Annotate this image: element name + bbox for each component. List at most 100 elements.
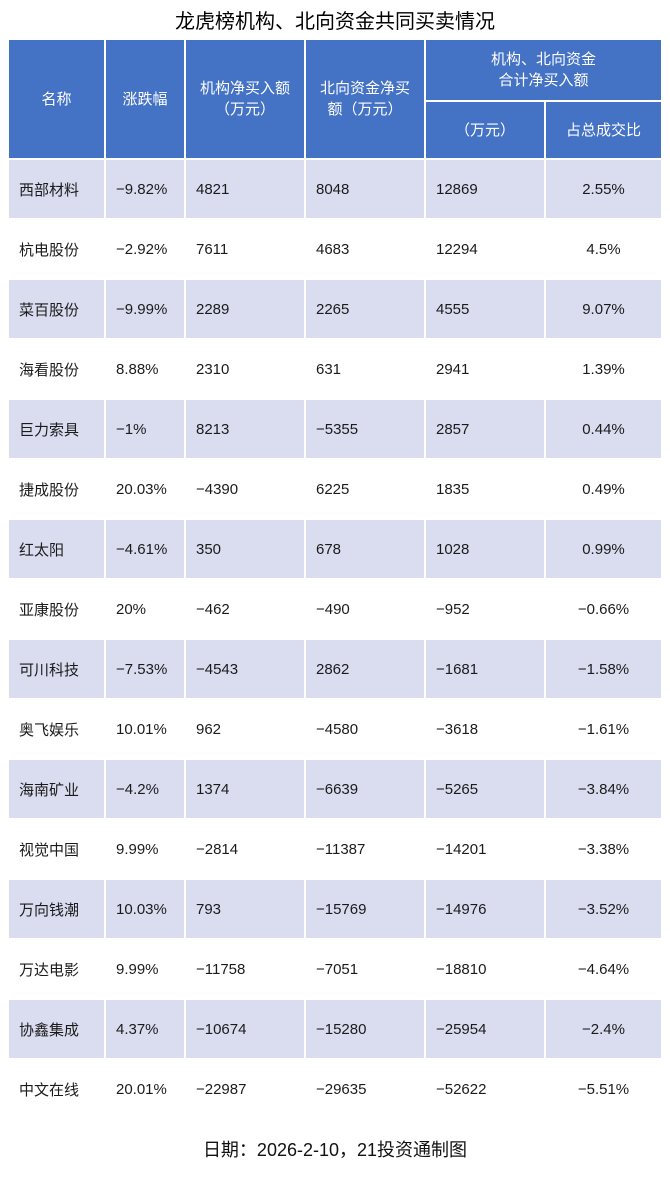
table-row: 巨力索具 −1% 8213 −5355 2857 0.44% <box>6 398 664 460</box>
table-row: 杭电股份 −2.92% 7611 4683 12294 4.5% <box>6 218 664 280</box>
table-row: 奥飞娱乐 10.01% 962 −4580 −3618 −1.61% <box>6 698 664 760</box>
cell-north-net-buy: 4683 <box>303 218 426 280</box>
cell-change-pct: 4.37% <box>103 998 186 1060</box>
cell-north-net-buy: 631 <box>303 338 426 400</box>
cell-inst-net-buy: 4821 <box>183 158 306 220</box>
cell-turnover-ratio: −3.84% <box>543 758 664 820</box>
cell-change-pct: 10.01% <box>103 698 186 760</box>
cell-inst-net-buy: −462 <box>183 578 306 640</box>
cell-stock-name: 万向钱潮 <box>6 878 106 940</box>
cell-north-net-buy: 8048 <box>303 158 426 220</box>
cell-north-net-buy: −15769 <box>303 878 426 940</box>
cell-change-pct: 20.03% <box>103 458 186 520</box>
cell-stock-name: 中文在线 <box>6 1058 106 1120</box>
cell-combined-amount: 1028 <box>423 518 546 580</box>
cell-change-pct: −2.92% <box>103 218 186 280</box>
cell-turnover-ratio: −1.58% <box>543 638 664 700</box>
table-row: 可川科技 −7.53% −4543 2862 −1681 −1.58% <box>6 638 664 700</box>
cell-turnover-ratio: 0.49% <box>543 458 664 520</box>
table-row: 亚康股份 20% −462 −490 −952 −0.66% <box>6 578 664 640</box>
cell-inst-net-buy: −10674 <box>183 998 306 1060</box>
cell-north-net-buy: −7051 <box>303 938 426 1000</box>
page-title: 龙虎榜机构、北向资金共同买卖情况 <box>175 11 495 33</box>
cell-change-pct: −1% <box>103 398 186 460</box>
cell-inst-net-buy: 1374 <box>183 758 306 820</box>
cell-north-net-buy: −29635 <box>303 1058 426 1120</box>
cell-inst-net-buy: −22987 <box>183 1058 306 1120</box>
cell-turnover-ratio: 1.39% <box>543 338 664 400</box>
cell-change-pct: 9.99% <box>103 938 186 1000</box>
table-row: 万达电影 9.99% −11758 −7051 −18810 −4.64% <box>6 938 664 1000</box>
cell-turnover-ratio: 0.44% <box>543 398 664 460</box>
cell-inst-net-buy: 2310 <box>183 338 306 400</box>
header-north-net-buy: 北向资金净买 额（万元） <box>303 38 426 160</box>
cell-combined-amount: −25954 <box>423 998 546 1060</box>
cell-inst-net-buy: 7611 <box>183 218 306 280</box>
cell-stock-name: 可川科技 <box>6 638 106 700</box>
table-row: 视觉中国 9.99% −2814 −11387 −14201 −3.38% <box>6 818 664 880</box>
cell-north-net-buy: −11387 <box>303 818 426 880</box>
cell-stock-name: 海南矿业 <box>6 758 106 820</box>
table-row: 捷成股份 20.03% −4390 6225 1835 0.49% <box>6 458 664 520</box>
cell-change-pct: −9.99% <box>103 278 186 340</box>
cell-stock-name: 红太阳 <box>6 518 106 580</box>
cell-stock-name: 奥飞娱乐 <box>6 698 106 760</box>
cell-change-pct: −4.2% <box>103 758 186 820</box>
cell-change-pct: −7.53% <box>103 638 186 700</box>
table-row: 菜百股份 −9.99% 2289 2265 4555 9.07% <box>6 278 664 340</box>
header-combined-amount: （万元） <box>423 100 546 160</box>
cell-combined-amount: −3618 <box>423 698 546 760</box>
cell-change-pct: 8.88% <box>103 338 186 400</box>
header-inst-net-buy: 机构净买入额 （万元） <box>183 38 306 160</box>
table-row: 海看股份 8.88% 2310 631 2941 1.39% <box>6 338 664 400</box>
cell-turnover-ratio: −2.4% <box>543 998 664 1060</box>
cell-stock-name: 杭电股份 <box>6 218 106 280</box>
table-body: 西部材料 −9.82% 4821 8048 12869 2.55% 杭电股份 −… <box>6 158 664 1120</box>
cell-turnover-ratio: −0.66% <box>543 578 664 640</box>
table-row: 海南矿业 −4.2% 1374 −6639 −5265 −3.84% <box>6 758 664 820</box>
cell-combined-amount: 2941 <box>423 338 546 400</box>
cell-north-net-buy: −5355 <box>303 398 426 460</box>
cell-north-net-buy: 678 <box>303 518 426 580</box>
cell-stock-name: 西部材料 <box>6 158 106 220</box>
cell-stock-name: 视觉中国 <box>6 818 106 880</box>
cell-combined-amount: −5265 <box>423 758 546 820</box>
cell-change-pct: 9.99% <box>103 818 186 880</box>
cell-inst-net-buy: 8213 <box>183 398 306 460</box>
cell-stock-name: 菜百股份 <box>6 278 106 340</box>
table-row: 红太阳 −4.61% 350 678 1028 0.99% <box>6 518 664 580</box>
data-table: 名称 涨跌幅 机构净买入额 （万元） 北向资金净买 额（万元） 机构、北向资金 … <box>6 38 664 1177</box>
cell-change-pct: 20% <box>103 578 186 640</box>
cell-stock-name: 协鑫集成 <box>6 998 106 1060</box>
cell-inst-net-buy: −4390 <box>183 458 306 520</box>
cell-stock-name: 万达电影 <box>6 938 106 1000</box>
cell-combined-amount: 12869 <box>423 158 546 220</box>
cell-inst-net-buy: 793 <box>183 878 306 940</box>
cell-combined-amount: −14976 <box>423 878 546 940</box>
cell-north-net-buy: 2862 <box>303 638 426 700</box>
cell-combined-amount: −14201 <box>423 818 546 880</box>
cell-stock-name: 巨力索具 <box>6 398 106 460</box>
cell-change-pct: 10.03% <box>103 878 186 940</box>
cell-turnover-ratio: 2.55% <box>543 158 664 220</box>
cell-north-net-buy: −4580 <box>303 698 426 760</box>
header-change-pct: 涨跌幅 <box>103 38 186 160</box>
cell-change-pct: −9.82% <box>103 158 186 220</box>
cell-turnover-ratio: −3.52% <box>543 878 664 940</box>
cell-turnover-ratio: 0.99% <box>543 518 664 580</box>
cell-change-pct: 20.01% <box>103 1058 186 1120</box>
cell-inst-net-buy: 350 <box>183 518 306 580</box>
cell-combined-amount: −18810 <box>423 938 546 1000</box>
table-row: 西部材料 −9.82% 4821 8048 12869 2.55% <box>6 158 664 220</box>
cell-turnover-ratio: 4.5% <box>543 218 664 280</box>
cell-stock-name: 海看股份 <box>6 338 106 400</box>
cell-north-net-buy: −490 <box>303 578 426 640</box>
cell-turnover-ratio: 9.07% <box>543 278 664 340</box>
cell-change-pct: −4.61% <box>103 518 186 580</box>
cell-inst-net-buy: −2814 <box>183 818 306 880</box>
header-combined-ratio: 占总成交比 <box>543 100 664 160</box>
cell-north-net-buy: −6639 <box>303 758 426 820</box>
cell-combined-amount: −52622 <box>423 1058 546 1120</box>
table-row: 中文在线 20.01% −22987 −29635 −52622 −5.51% <box>6 1058 664 1120</box>
cell-stock-name: 捷成股份 <box>6 458 106 520</box>
